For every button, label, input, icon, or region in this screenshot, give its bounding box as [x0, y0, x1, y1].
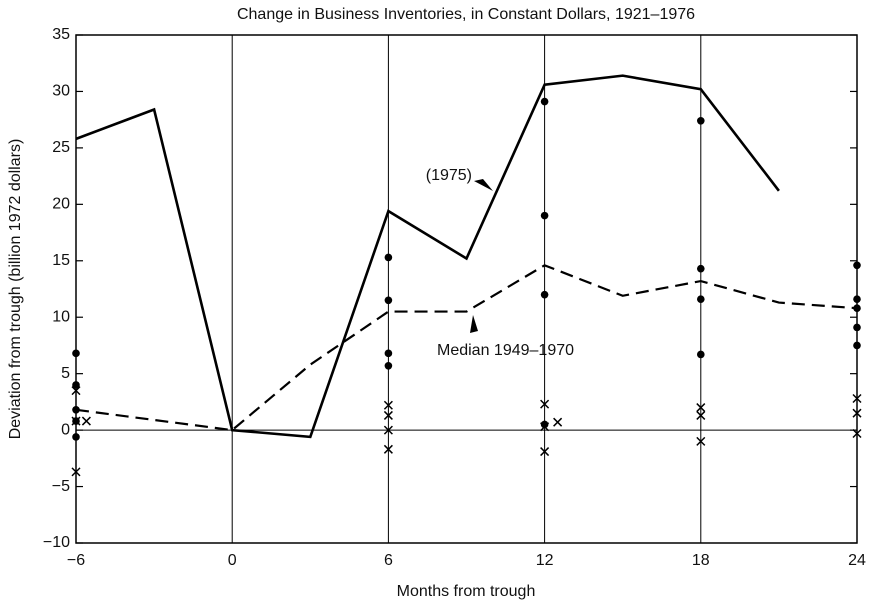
point	[72, 405, 80, 414]
annotation-arrow	[470, 315, 478, 333]
y-tick-label: −5	[52, 478, 70, 495]
annotation: (1975)	[426, 167, 472, 184]
point	[853, 304, 861, 312]
point	[697, 116, 705, 125]
point	[540, 211, 549, 220]
x-tick-label: 6	[384, 552, 393, 569]
cross-point	[383, 400, 393, 410]
cross-point	[71, 386, 81, 396]
cross-point	[71, 467, 81, 477]
point	[697, 264, 705, 273]
x-axis-label: Months from trough	[397, 583, 536, 600]
y-tick-label: 5	[61, 365, 70, 382]
cross-point	[81, 416, 91, 426]
cross-point	[696, 403, 706, 413]
point	[853, 261, 861, 270]
x-tick-label: 12	[536, 552, 554, 569]
cross-point	[540, 447, 550, 457]
annotation-arrow	[474, 179, 493, 191]
cross-point	[71, 416, 81, 426]
y-tick-label: 10	[52, 308, 70, 325]
cross-point	[852, 428, 862, 439]
x-tick-label: 24	[848, 552, 866, 569]
y-tick-label: 25	[52, 139, 70, 156]
x-tick-label: −6	[67, 552, 85, 569]
chart-title: Change in Business Inventories, in Const…	[237, 6, 695, 23]
point	[853, 323, 861, 332]
point	[540, 290, 549, 299]
annotation: Median 1949–1970	[437, 342, 574, 359]
line	[75, 264, 858, 432]
x-tick-label: 18	[692, 552, 710, 569]
cross-point	[852, 408, 862, 418]
y-tick-label: 35	[52, 26, 70, 43]
cross-point	[696, 410, 706, 420]
cross-point	[383, 425, 393, 435]
y-tick-label: 20	[52, 196, 70, 213]
point	[384, 361, 393, 370]
point	[384, 253, 393, 262]
cross-point	[383, 410, 393, 420]
cross-point	[540, 422, 550, 432]
y-tick-label: 15	[52, 252, 70, 269]
cross-point	[540, 399, 550, 409]
point	[72, 433, 80, 441]
point	[697, 295, 705, 303]
point	[384, 349, 393, 358]
y-axis-label: Deviation from trough (billion 1972 doll…	[7, 139, 24, 440]
point	[384, 296, 393, 305]
plot-frame	[75, 34, 858, 544]
point	[72, 349, 80, 358]
y-tick-label: 30	[52, 83, 70, 100]
cross-point	[852, 393, 862, 404]
cross-point	[696, 436, 706, 446]
point	[853, 295, 861, 303]
point	[853, 341, 861, 350]
line	[75, 74, 780, 439]
point	[540, 420, 549, 429]
cross-point	[553, 417, 563, 427]
cross-point	[383, 444, 393, 454]
y-tick-label: 0	[61, 421, 70, 438]
x-tick-label: 0	[228, 552, 237, 569]
point	[540, 97, 549, 106]
point	[72, 381, 80, 389]
point	[697, 350, 705, 359]
y-tick-label: −10	[43, 534, 70, 551]
